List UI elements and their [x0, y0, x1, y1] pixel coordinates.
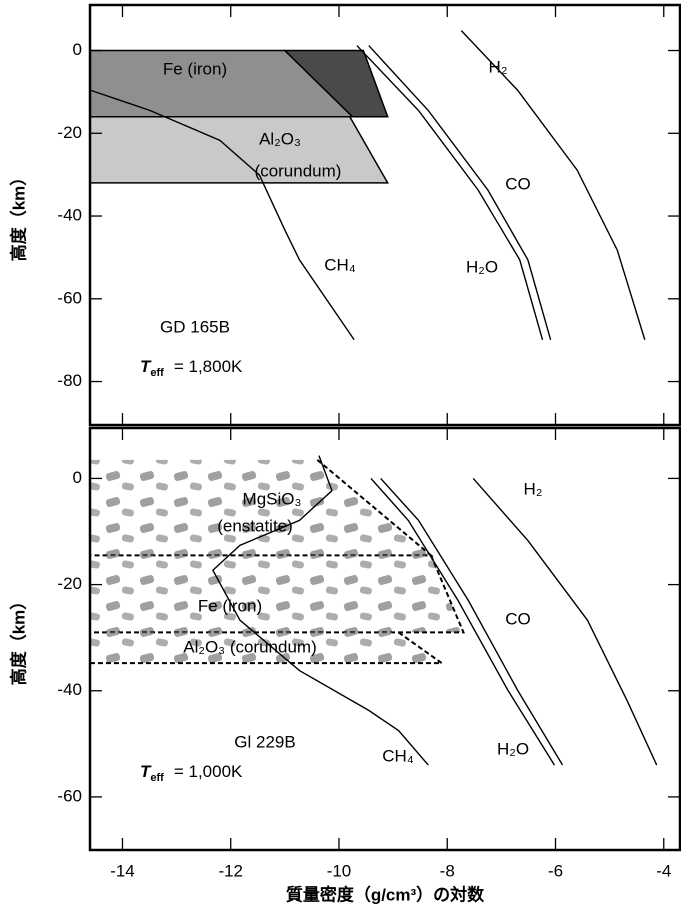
- y-axis-label: 高度（km）: [8, 169, 28, 262]
- region-label: MgSiO₃: [243, 489, 302, 508]
- temperature-symbol: T: [140, 762, 152, 781]
- plot-frame: [88, 3, 681, 427]
- temperature-value: = 1,000K: [174, 762, 243, 781]
- x-tick-label: -4: [656, 861, 671, 880]
- region-label: Fe (iron): [198, 596, 262, 615]
- region-label: Fe (iron): [163, 59, 227, 78]
- y-tick-label: 0: [73, 40, 82, 59]
- molecule-curve: [368, 45, 552, 340]
- region-label: (enstatite): [217, 516, 293, 535]
- molecule-curve: [211, 455, 429, 766]
- object-name: Gl 229B: [234, 732, 295, 751]
- y-tick-label: -20: [57, 123, 82, 142]
- y-tick-label: -40: [57, 680, 82, 699]
- region-label: Al₂O₃ (corundum): [183, 637, 317, 656]
- x-axis-label: 質量密度（g/cm³）の対数: [286, 884, 485, 904]
- curve-label: H₂: [524, 479, 543, 498]
- x-tick-label: -14: [110, 861, 135, 880]
- curve-label: H₂: [489, 57, 508, 76]
- molecule-curve: [90, 89, 355, 341]
- cloud-fill: [90, 459, 432, 556]
- region-label: Al₂O₃: [259, 129, 301, 148]
- molecule-curve: [460, 30, 646, 340]
- object-name: GD 165B: [160, 317, 230, 336]
- cloud-fill: [90, 632, 442, 664]
- curve-label: CO: [505, 174, 531, 193]
- panel: MgSiO₃ (enstatite) Fe (iron) Al₂O₃ (corundu…: [8, 426, 681, 904]
- curve-label: CH₄: [382, 746, 414, 765]
- y-tick-label: -60: [57, 786, 82, 805]
- plot-area: [90, 455, 658, 766]
- cloud-layer: [90, 115, 389, 184]
- x-tick-label: -12: [218, 861, 243, 880]
- y-axis-label: 高度（km）: [8, 593, 28, 686]
- molecule-curve: [380, 477, 564, 766]
- molecule-curve: [472, 477, 658, 766]
- y-tick-label: -40: [57, 206, 82, 225]
- temperature: Teff = 1,000K: [140, 762, 243, 783]
- region-label: (corundum): [255, 161, 342, 180]
- plot-area: [90, 30, 646, 341]
- temperature-symbol: T: [140, 357, 152, 376]
- cloud-boundary: [90, 631, 445, 665]
- temperature-subscript: eff: [150, 772, 164, 784]
- curve-label: CH₄: [324, 255, 356, 274]
- plot-frame: [88, 426, 681, 852]
- curve-label: CO: [505, 609, 531, 628]
- temperature: Teff = 1,800K: [140, 357, 243, 378]
- cloud-layer: [283, 49, 389, 118]
- curve-label: H₂O: [466, 257, 498, 276]
- y-tick-label: -60: [57, 288, 82, 307]
- x-tick-label: -8: [440, 861, 455, 880]
- panel: Fe (iron) Al₂O₃ (corundum) H₂ CO H₂O CH₄ 0 -20 -4…: [8, 3, 681, 427]
- curve-label: H₂O: [497, 739, 529, 758]
- cloud-fill: [90, 555, 464, 633]
- y-tick-label: 0: [73, 468, 82, 487]
- y-tick-label: -80: [57, 371, 82, 390]
- x-tick-label: -10: [327, 861, 352, 880]
- molecule-curve: [356, 45, 544, 340]
- x-tick-label: -6: [548, 861, 563, 880]
- molecule-curve: [370, 477, 556, 766]
- temperature-subscript: eff: [150, 367, 164, 379]
- temperature-value: = 1,800K: [174, 357, 243, 376]
- y-tick-label: -20: [57, 574, 82, 593]
